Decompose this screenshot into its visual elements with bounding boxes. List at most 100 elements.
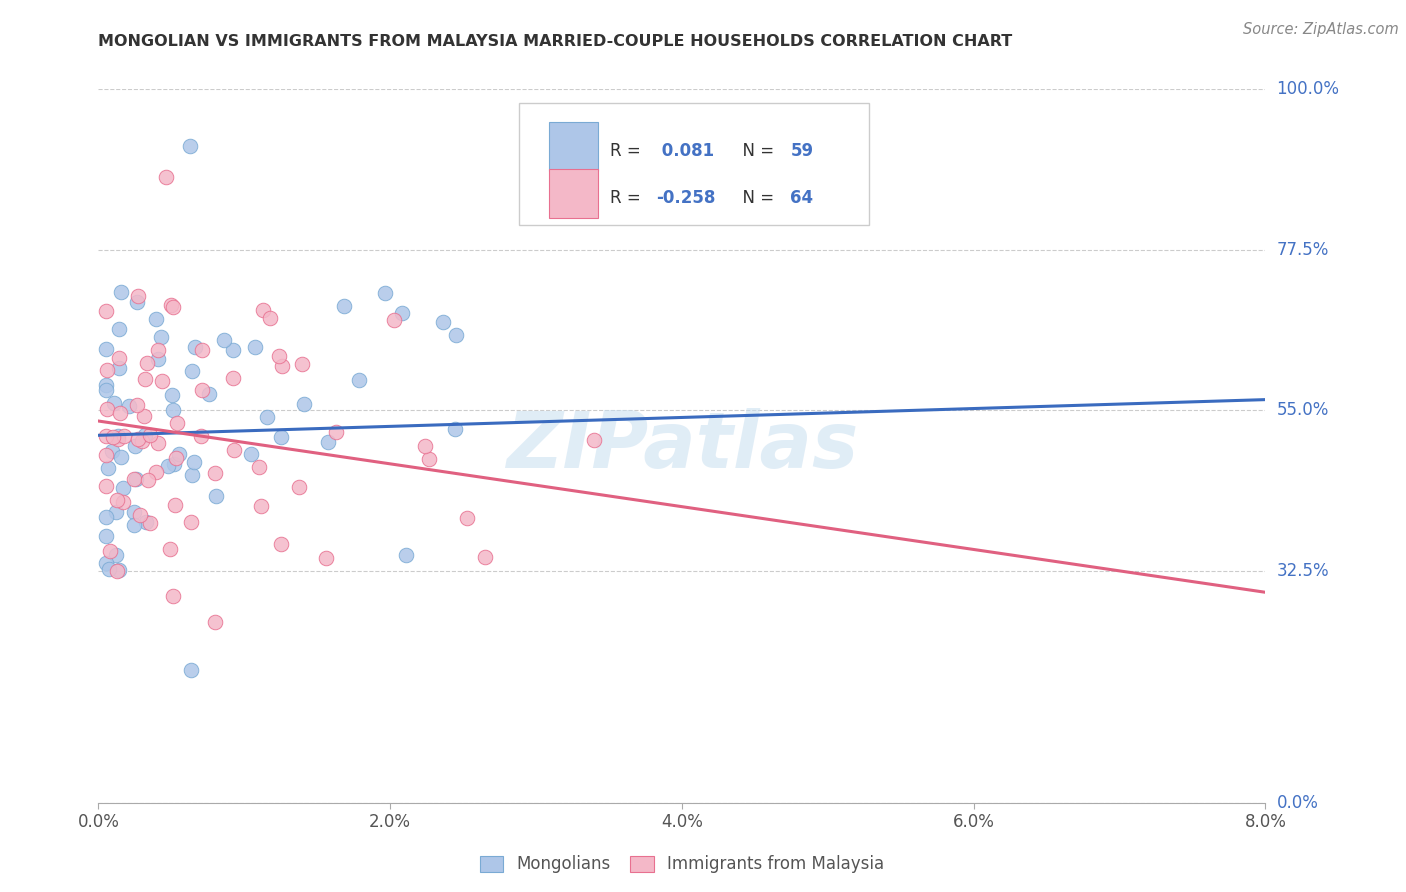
Point [183,454,205,468]
Point [104,505,127,519]
Point [259,311,281,326]
Point [111,481,134,495]
Point [104,548,127,562]
Point [325,425,347,439]
Text: N =: N = [733,189,779,207]
Point [160,388,183,402]
Point [198,387,221,401]
Point [112,429,135,443]
Point [132,409,155,423]
Text: 77.5%: 77.5% [1277,241,1329,259]
Point [107,429,129,443]
Point [125,295,148,310]
Point [166,416,188,430]
Point [315,550,337,565]
Point [110,450,132,464]
Text: -0.258: -0.258 [657,189,716,207]
Point [124,439,146,453]
Text: 64: 64 [790,189,814,207]
Point [100,543,122,558]
Point [247,460,270,475]
Point [415,439,437,453]
Point [252,302,274,317]
Point [96,448,118,462]
Point [94,529,117,543]
Point [382,312,405,326]
Text: 0.0%: 0.0% [1277,794,1319,812]
Point [205,489,228,503]
Point [110,285,132,299]
Point [270,430,292,444]
Point [374,285,396,300]
Point [108,351,131,366]
Point [100,443,122,458]
Point [181,364,204,378]
Point [165,498,187,512]
Point [318,434,340,449]
Point [94,304,117,318]
Point [139,428,162,442]
Point [163,457,186,471]
Point [239,447,262,461]
Point [122,518,145,533]
Point [418,451,440,466]
Point [444,422,467,436]
Point [145,311,167,326]
Point [155,169,177,184]
Legend: Mongolians, Immigrants from Malaysia: Mongolians, Immigrants from Malaysia [472,849,891,880]
Text: R =: R = [610,189,645,207]
Text: N =: N = [733,143,779,161]
Point [288,480,311,494]
Point [292,397,315,411]
Point [271,359,294,374]
Point [270,537,292,551]
Point [191,343,214,358]
Point [136,356,159,370]
Text: R =: R = [610,143,645,161]
Point [212,334,235,348]
Point [136,473,159,487]
Point [149,330,172,344]
Point [97,460,120,475]
Point [159,542,181,557]
Point [347,373,370,387]
Text: 59: 59 [790,143,814,161]
Point [395,548,418,562]
Point [127,432,149,446]
FancyBboxPatch shape [519,103,869,225]
Point [108,322,131,336]
Point [204,466,226,480]
Text: ZIPatlas: ZIPatlas [506,408,858,484]
Text: 100.0%: 100.0% [1277,80,1340,98]
Point [148,436,170,450]
Point [94,342,117,356]
FancyBboxPatch shape [548,122,598,171]
Point [107,493,129,508]
Point [249,499,271,513]
Point [135,515,157,529]
Point [162,300,184,314]
Point [222,371,245,385]
Point [245,339,267,353]
Point [474,549,496,564]
Point [267,349,290,363]
Text: 32.5%: 32.5% [1277,562,1329,580]
Point [103,430,125,444]
Point [456,510,478,524]
Text: 0.081: 0.081 [657,143,714,161]
Point [391,305,413,319]
Text: MONGOLIAN VS IMMIGRANTS FROM MALAYSIA MARRIED-COUPLE HOUSEHOLDS CORRELATION CHAR: MONGOLIAN VS IMMIGRANTS FROM MALAYSIA MA… [98,34,1012,49]
Point [291,357,314,371]
Point [139,516,162,530]
Point [332,299,354,313]
Point [167,447,190,461]
Point [444,328,467,343]
Point [165,451,187,466]
Point [94,378,117,392]
Point [582,433,605,447]
Point [108,406,131,420]
Point [107,432,129,446]
Point [97,562,120,576]
Point [108,563,131,577]
Point [224,443,246,458]
